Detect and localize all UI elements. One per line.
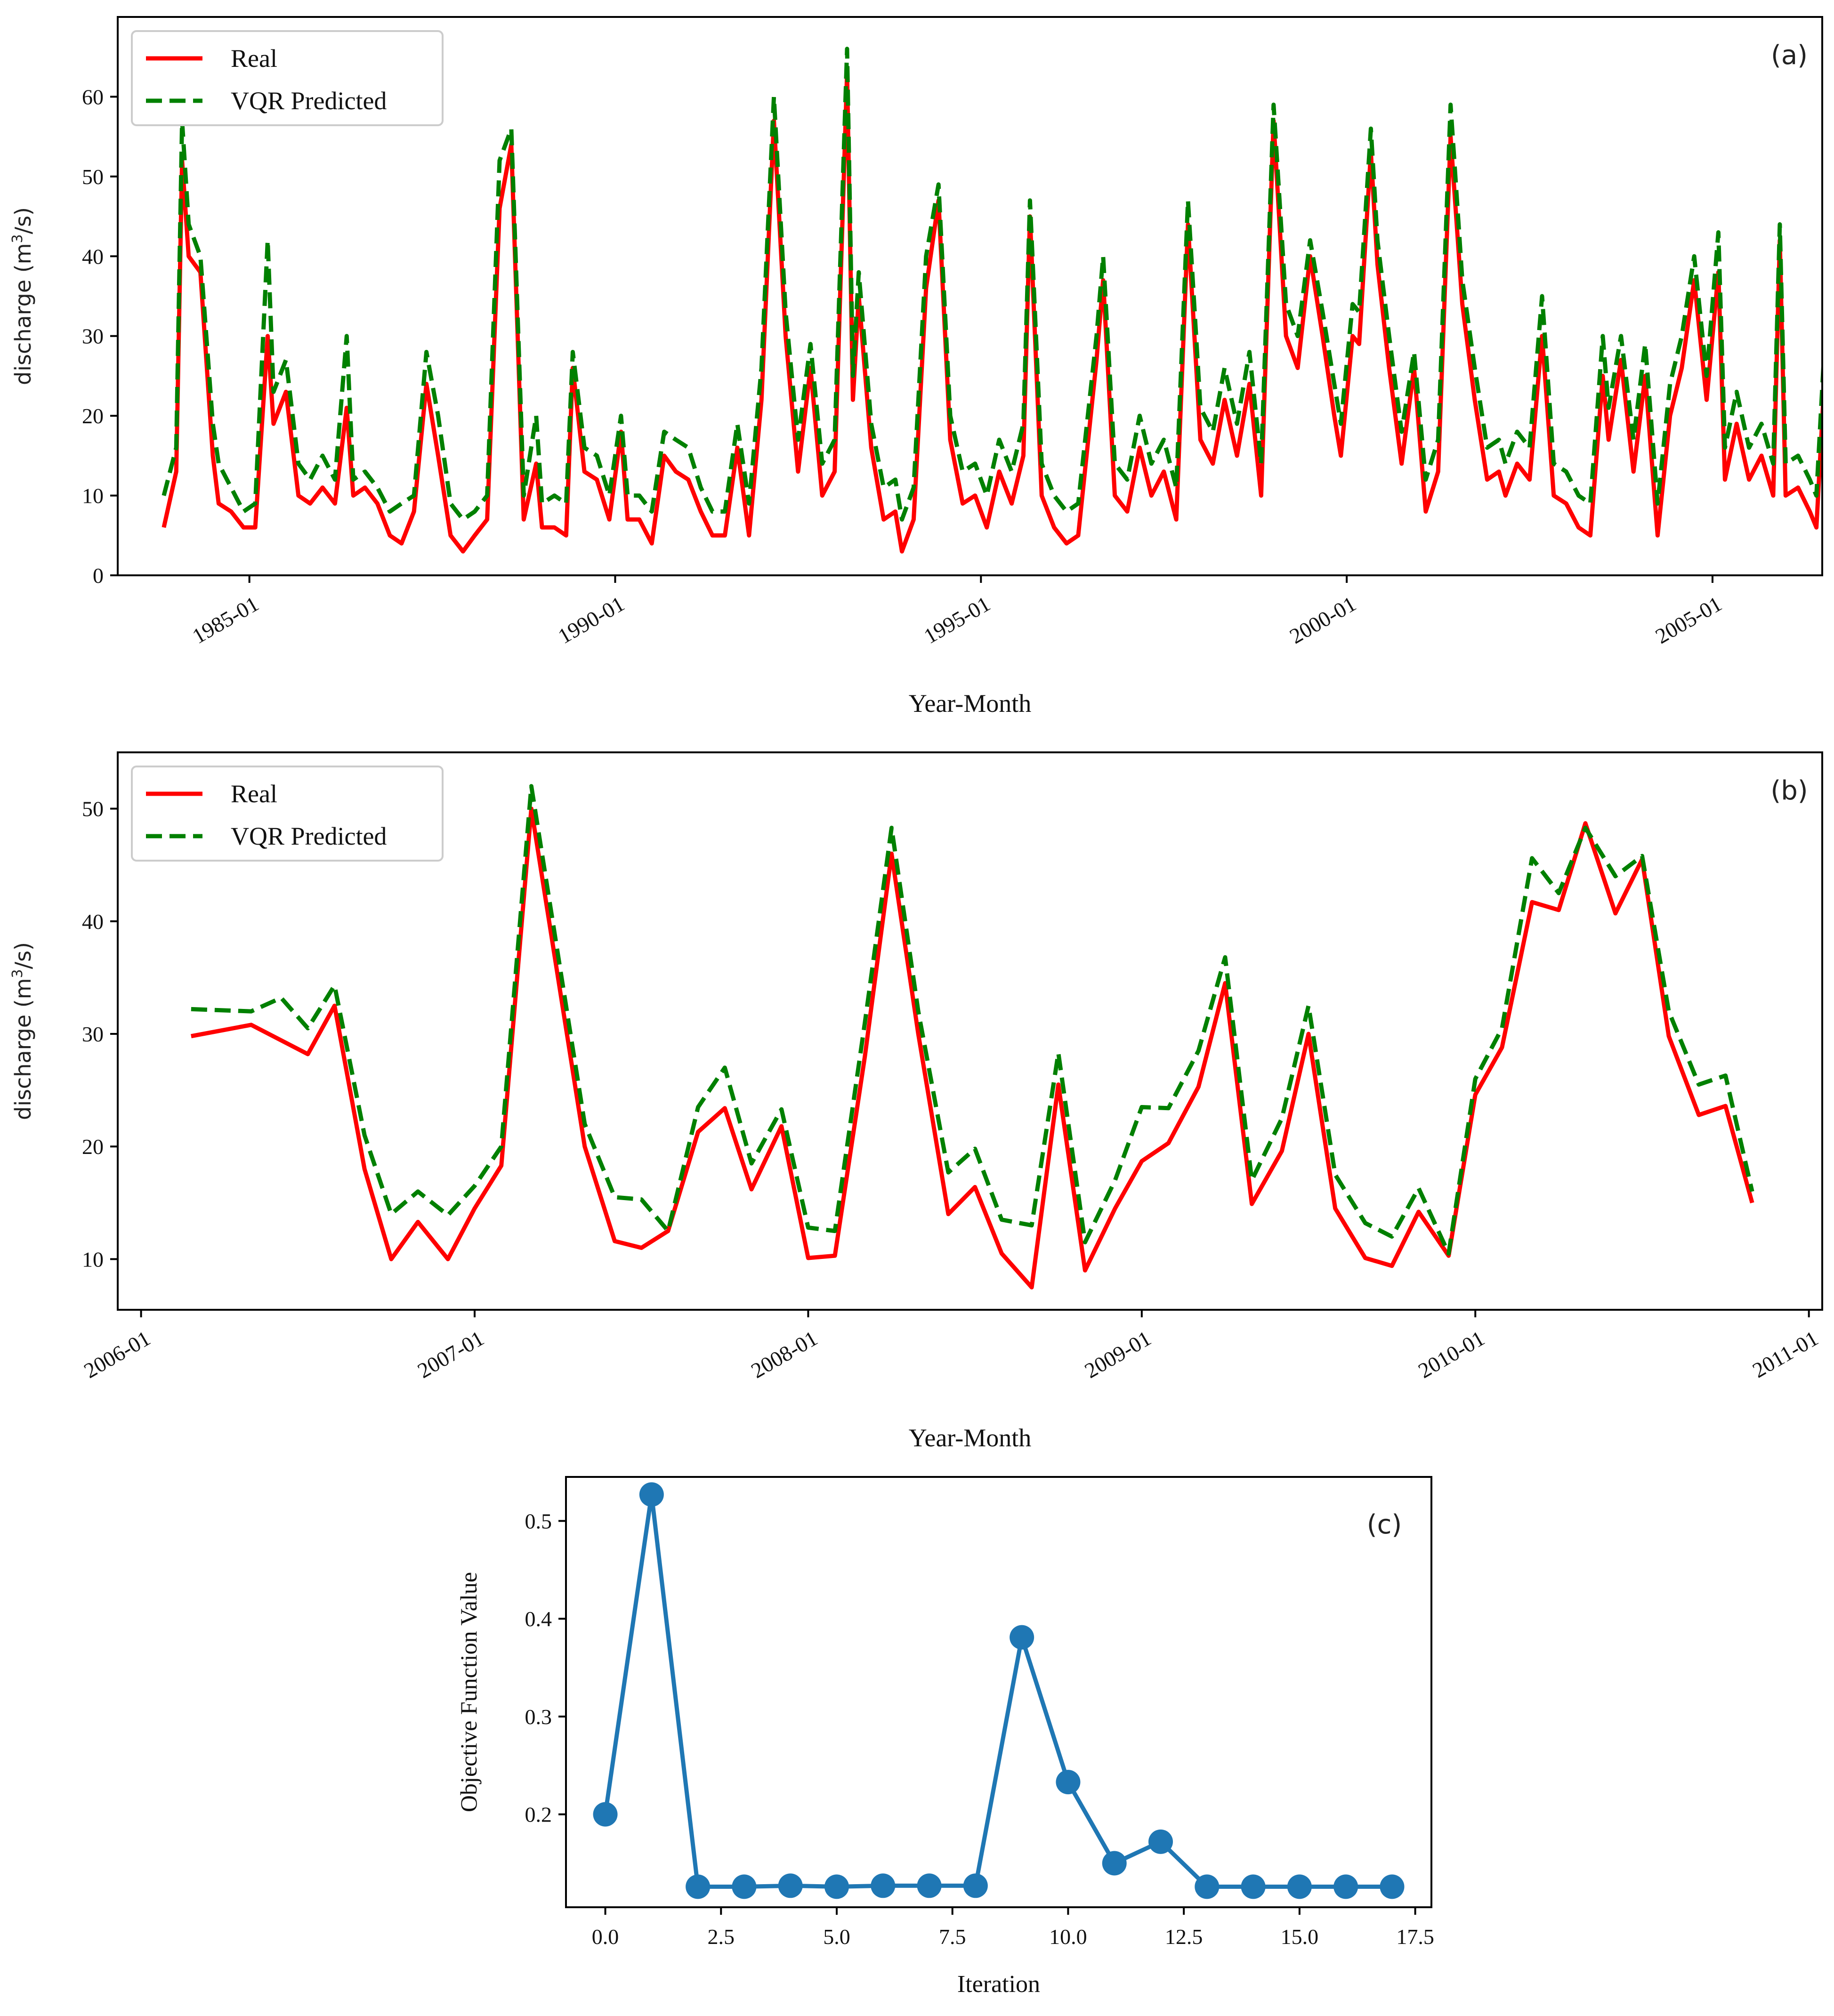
- x-tick-label: 15.0: [1281, 1925, 1319, 1949]
- x-tick-label: 2005-01: [1651, 591, 1726, 648]
- y-tick-label: 0.4: [525, 1607, 552, 1631]
- data-point-13: [1195, 1874, 1220, 1899]
- x-tick-label: 1990-01: [554, 591, 628, 648]
- y-tick-label: 40: [82, 244, 104, 268]
- panel-label: (c): [1367, 1509, 1402, 1540]
- y-tick-label: 20: [82, 1135, 104, 1159]
- y-tick-label: 0.3: [525, 1705, 552, 1729]
- y-tick-label: 0.2: [525, 1803, 552, 1827]
- y-axis-label: discharge (m3/s): [9, 207, 36, 385]
- series-group: [162, 47, 1822, 554]
- panel-c-chart: 0.2 0.3 0.4 0.5 0.0 2.5 5.0 7.5 10.0 12.5 15.0 17.5…: [455, 1476, 1434, 1998]
- y-tick-label: 50: [82, 797, 104, 821]
- legend-label: Real: [231, 44, 277, 73]
- x-tick-label: 12.5: [1165, 1925, 1203, 1949]
- y-axis-label-part: /s): [10, 207, 36, 234]
- data-point-1: [639, 1482, 664, 1507]
- x-tick-label: 2009-01: [1081, 1326, 1155, 1383]
- data-point-16: [1333, 1874, 1358, 1899]
- series-line-real: [191, 806, 1754, 1290]
- x-tick-label: 2008-01: [747, 1326, 821, 1383]
- y-tick-label: 30: [82, 324, 104, 348]
- x-tick-label: 2006-01: [80, 1326, 154, 1383]
- data-point-4: [778, 1873, 803, 1898]
- y-axis-label-superscript: 3: [9, 969, 26, 978]
- data-point-3: [732, 1874, 757, 1899]
- data-point-12: [1148, 1829, 1173, 1854]
- panel-a-chart: 0 10 20 30 40 50 60 1985-01 1990-01 1995-01 2000-0…: [9, 16, 1823, 718]
- series-line-real: [162, 71, 1822, 554]
- legend-label: VQR Predicted: [231, 822, 387, 850]
- y-tick-label: 50: [82, 165, 104, 189]
- data-point-17: [1380, 1874, 1405, 1899]
- x-tick-label: 1995-01: [920, 591, 994, 648]
- data-point-9: [1010, 1625, 1034, 1650]
- x-tick-label: 2011-01: [1748, 1326, 1822, 1382]
- y-tick-label: 10: [82, 484, 104, 508]
- data-point-15: [1287, 1874, 1312, 1899]
- legend-label: Real: [231, 780, 277, 808]
- data-point-11: [1102, 1851, 1127, 1876]
- panel-b-chart: 10 20 30 40 50 2006-01 2007-01 2008-01 2009-01 20…: [9, 751, 1823, 1452]
- data-point-14: [1241, 1874, 1266, 1899]
- plot-frame: [565, 1476, 1432, 1908]
- y-tick-label: 60: [82, 85, 104, 109]
- x-tick-label: 10.0: [1049, 1925, 1087, 1949]
- data-point-0: [593, 1802, 618, 1827]
- data-point-10: [1056, 1770, 1081, 1795]
- x-tick-label: 5.0: [823, 1925, 850, 1949]
- x-tick-label: 1985-01: [188, 591, 263, 648]
- y-axis-label: Objective Function Value: [455, 1572, 482, 1812]
- series-line-objective: [603, 1492, 1392, 1889]
- y-tick-label: 20: [82, 404, 104, 428]
- y-axis-label-part: /s): [10, 942, 36, 969]
- data-point-8: [963, 1873, 988, 1898]
- x-axis-label: Year-Month: [909, 1424, 1031, 1452]
- y-axis-label-superscript: 3: [9, 234, 26, 243]
- x-axis-label: Year-Month: [909, 689, 1031, 718]
- y-tick-label: 0.5: [525, 1509, 552, 1533]
- y-tick-label: 40: [82, 910, 104, 934]
- x-tick-label: 0.0: [592, 1925, 619, 1949]
- series-line-vqr-predicted: [191, 784, 1754, 1256]
- series-line-vqr-predicted: [162, 47, 1822, 522]
- data-point-2: [686, 1874, 711, 1899]
- legend-box: [131, 766, 444, 862]
- y-axis-label-part: discharge (m: [10, 243, 36, 385]
- panel-label: (a): [1771, 40, 1808, 71]
- y-tick-label: 30: [82, 1022, 104, 1046]
- series-group: [191, 784, 1754, 1290]
- x-tick-label: 7.5: [939, 1925, 966, 1949]
- y-tick-label: 10: [82, 1247, 104, 1271]
- x-tick-label: 17.5: [1396, 1925, 1434, 1949]
- panel-label: (b): [1770, 775, 1808, 806]
- legend: Real VQR Predicted: [131, 766, 444, 862]
- legend: Real VQR Predicted: [131, 30, 444, 126]
- y-axis-label: discharge (m3/s): [9, 942, 36, 1120]
- data-point-7: [917, 1873, 942, 1898]
- data-point-6: [871, 1873, 896, 1898]
- legend-box: [131, 30, 444, 126]
- x-axis-label: Iteration: [957, 1971, 1040, 1998]
- x-tick-label: 2000-01: [1285, 591, 1360, 648]
- data-point-5: [824, 1874, 849, 1899]
- x-tick-label: 2010-01: [1414, 1326, 1488, 1383]
- y-tick-label: 0: [93, 564, 104, 588]
- x-tick-label: 2007-01: [413, 1326, 488, 1383]
- x-tick-label: 2.5: [708, 1925, 735, 1949]
- y-axis-label-part: discharge (m: [10, 978, 36, 1120]
- plot-frame: [117, 751, 1823, 1311]
- series-group: [593, 1482, 1405, 1899]
- plot-frame: [117, 16, 1823, 576]
- legend-label: VQR Predicted: [231, 87, 387, 115]
